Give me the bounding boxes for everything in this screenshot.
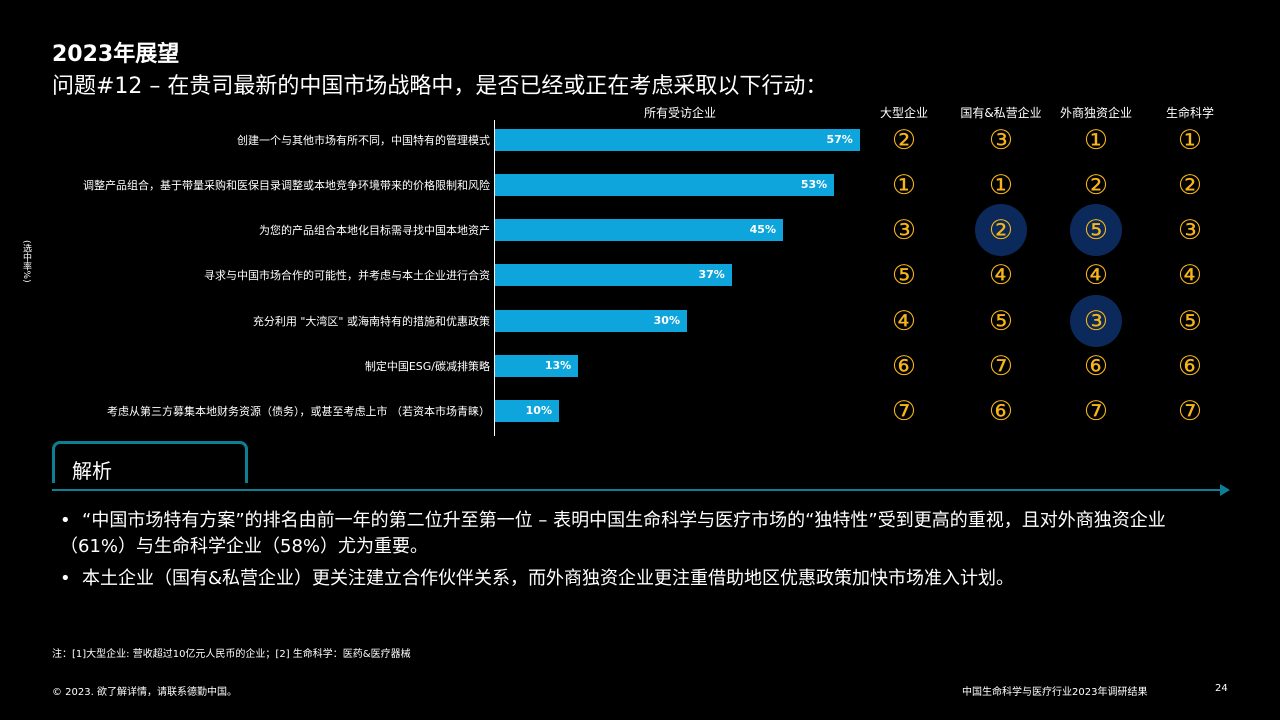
rank-badge: ⑥ [1177,350,1203,382]
bar-value-label: 13% [544,359,572,372]
rank-badge-highlighted: ② [975,204,1027,256]
analysis-bullet: • “中国市场特有方案”的排名由前一年的第二位升至第一位 – 表明中国生命科学与医… [60,508,1220,560]
page-number: 24 [1215,683,1228,694]
rank-badge: ⑤ [891,259,917,291]
rank-badge: ② [1083,169,1109,201]
rank-badge: ⑦ [891,395,917,427]
rank-badge: ③ [891,214,917,246]
rank-badge: ⑤ [1177,305,1203,337]
rank-badge: ③ [1177,214,1203,246]
bar [495,310,687,332]
category-label: 寻求与中国市场合作的可能性，并考虑与本土企业进行合资 [204,268,490,282]
rank-badge: ⑥ [988,395,1014,427]
category-label: 为您的产品组合本地化目标需寻找中国本地资产 [259,223,490,237]
bar-value-label: 53% [800,178,828,191]
rank-badge: ④ [891,305,917,337]
copyright: © 2023. 欲了解详情，请联系德勤中国。 [52,687,237,698]
divider-arrow-icon [1220,484,1230,496]
bar [495,355,579,377]
rank-badge: ⑦ [1083,395,1109,427]
rank-badge: ⑥ [1083,350,1109,382]
rank-badge: ⑤ [988,305,1014,337]
category-label: 制定中国ESG/碳减排策略 [364,359,490,373]
analysis-title: 解析 [72,459,112,483]
report-title: 中国生命科学与医疗行业2023年调研结果 [962,687,1148,698]
analysis-bullet-text: “中国市场特有方案”的排名由前一年的第二位升至第一位 – 表明中国生命科学与医疗… [60,510,1166,557]
bar-value-label: 57% [826,133,853,146]
rank-badge: ③ [988,124,1014,156]
column-header: 大型企业 [879,106,929,120]
rank-badge: ④ [988,259,1014,291]
bar-value-label: 37% [698,268,725,281]
rank-badge: ① [1177,124,1203,156]
column-header: 外商独资企业 [1059,106,1133,120]
analysis-divider [52,489,1222,491]
category-label: 创建一个与其他市场有所不同，中国特有的管理模式 [237,133,490,147]
column-header: 所有受访企业 [643,106,717,120]
footnote: 注：[1]大型企业: 营收超过10亿元人民币的企业；[2] 生命科学：医药&医疗… [52,649,411,660]
column-header: 国有&私营企业 [960,106,1042,120]
rank-badge: ⑦ [1177,395,1203,427]
rank-badge: ① [988,169,1014,201]
category-label: 调整产品组合，基于带量采购和医保目录调整或本地竞争环境带来的价格限制和风险 [83,178,490,192]
rank-badge-highlighted: ③ [1070,295,1122,347]
rank-badge: ④ [1177,259,1203,291]
bullet-icon: • [60,510,71,531]
rank-badge: ① [891,169,917,201]
bar [495,400,559,422]
bar-value-label: 10% [525,404,552,417]
y-axis-note: (选中率%) [21,240,31,283]
bar [495,174,835,196]
rank-badge: ② [1177,169,1203,201]
analysis-tab [52,441,248,483]
bar-value-label: 30% [653,314,680,327]
rank-badge: ④ [1083,259,1109,291]
category-label: 充分利用 "大湾区" 或海南特有的措施和优惠政策 [252,314,490,328]
category-label: 考虑从第三方募集本地财务资源（债务），或甚至考虑上市 （若资本市场青睐） [107,404,490,418]
bar [495,219,783,241]
rank-badge: ⑥ [891,350,917,382]
rank-badge: ① [1083,124,1109,156]
bar-value-label: 45% [749,223,776,236]
rank-badge: ② [891,124,917,156]
analysis-bullet: • 本土企业（国有&私营企业）更关注建立合作伙伴关系，而外商独资企业更注重借助地区… [60,566,1220,592]
rank-badge-highlighted: ⑤ [1070,204,1122,256]
column-header: 生命科学 [1165,106,1215,120]
bar [495,264,732,286]
analysis-bullet-text: 本土企业（国有&私营企业）更关注建立合作伙伴关系，而外商独资企业更注重借助地区优… [82,568,1015,589]
page-title: 2023年展望 [52,42,180,67]
bullet-icon: • [60,568,71,589]
bar [495,129,860,151]
rank-badge: ⑦ [988,350,1014,382]
chart-axis-line [494,120,495,436]
page-subtitle: 问题#12 – 在贵司最新的中国市场战略中，是否已经或正在考虑采取以下行动： [52,74,828,99]
